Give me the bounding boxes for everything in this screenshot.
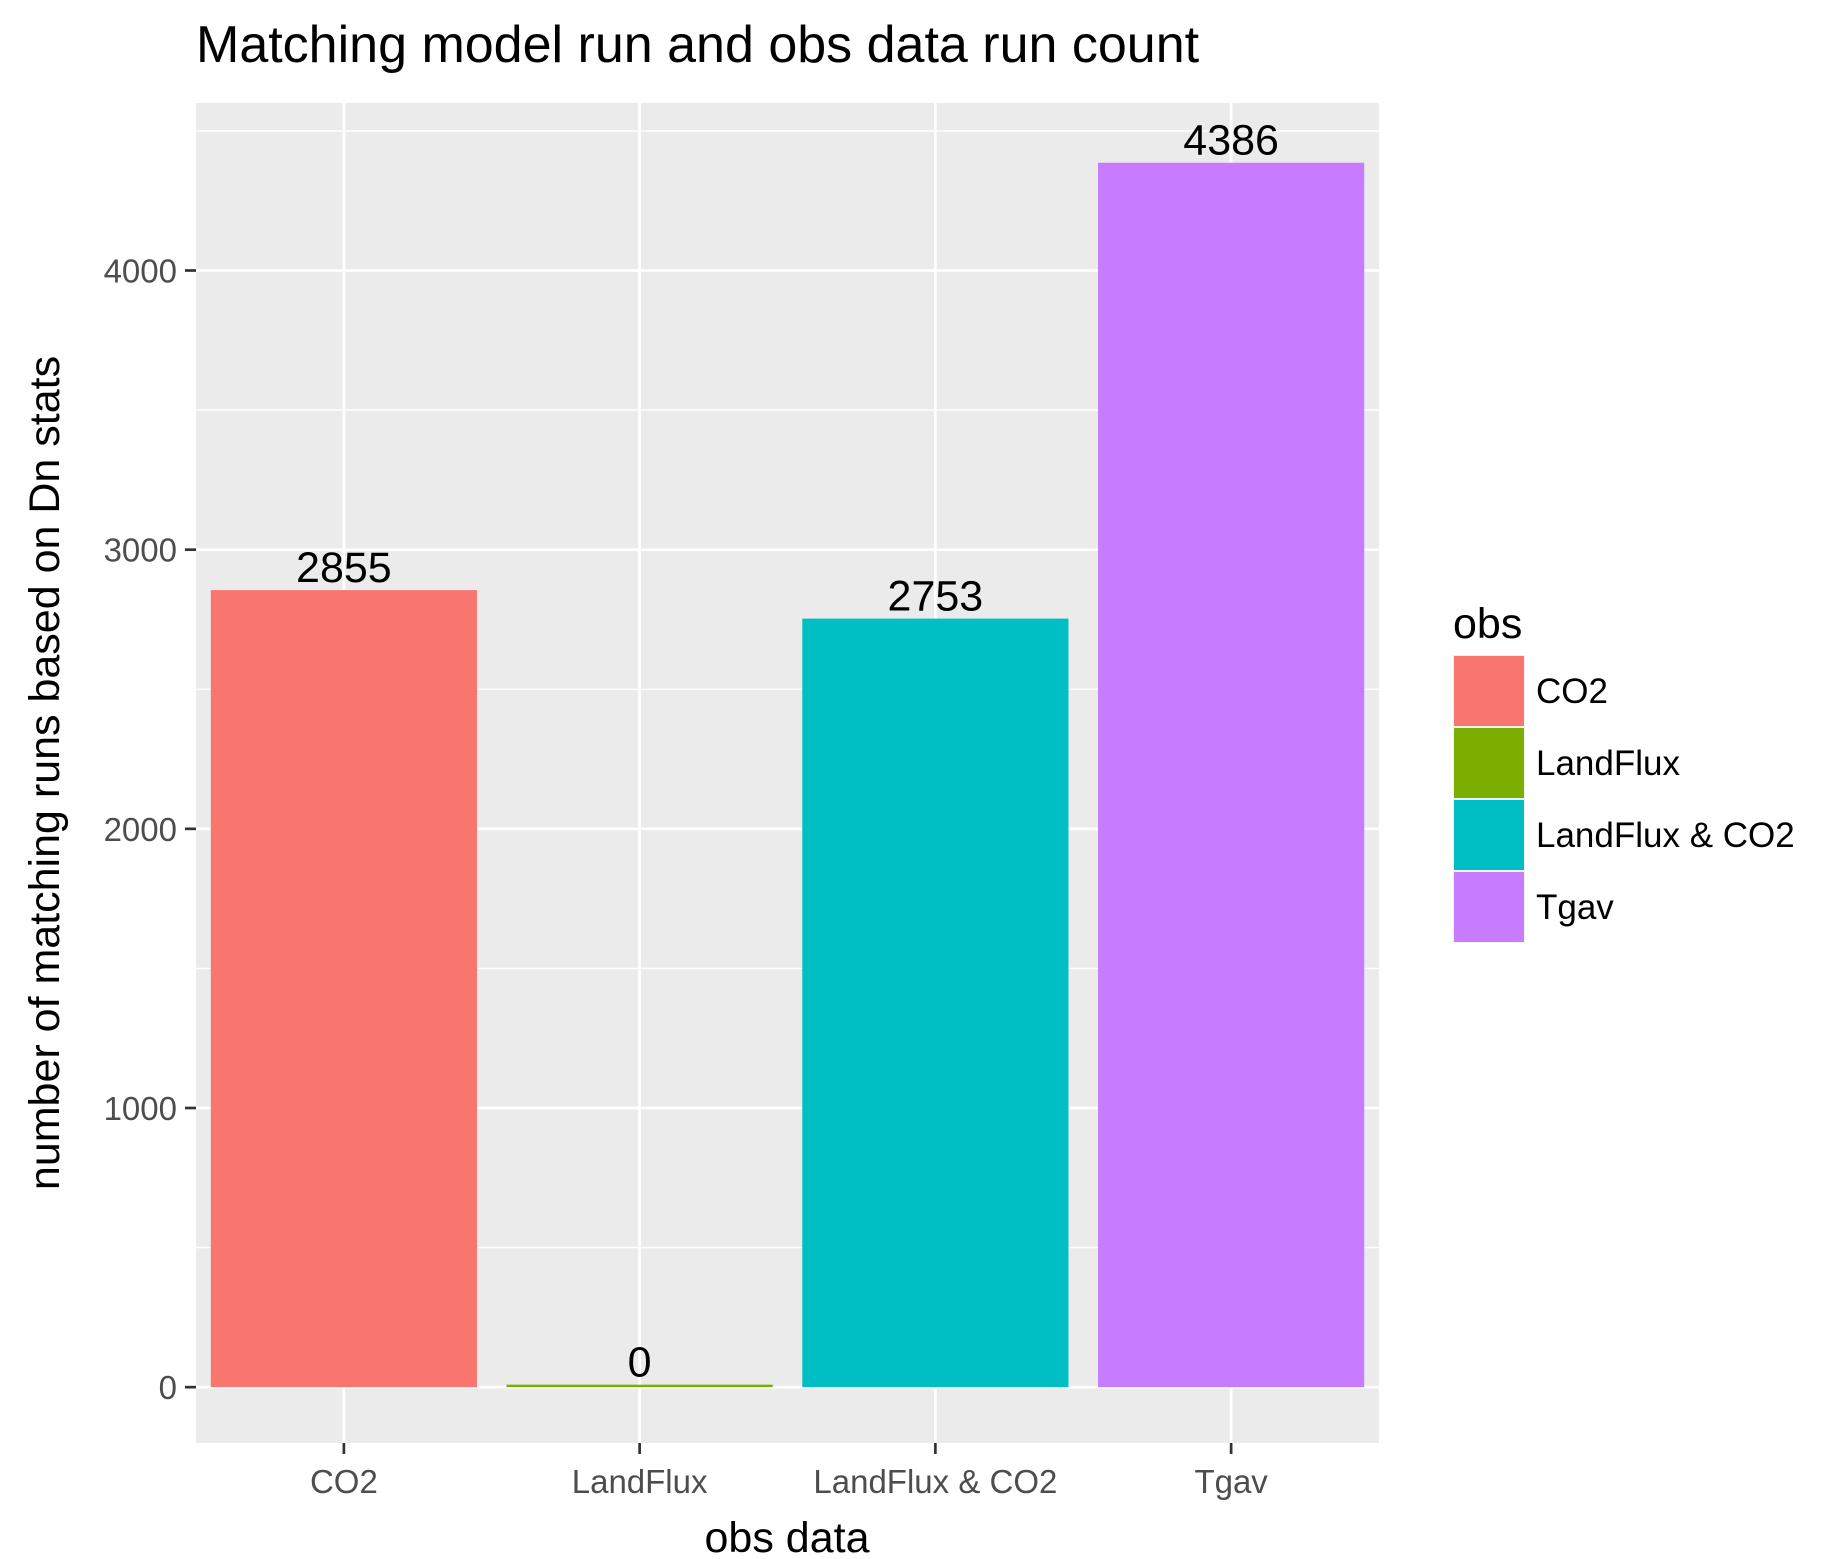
y-tick-label: 2000 [104, 811, 177, 848]
x-axis-title: obs data [705, 1514, 870, 1559]
bar [210, 590, 477, 1388]
y-tick-label: 0 [159, 1369, 177, 1406]
bars [210, 162, 1365, 1388]
legend: obs CO2 LandFlux LandFlux & CO2 Tgav [1453, 600, 1795, 943]
y-tick-label: 3000 [104, 532, 177, 569]
y-axis-title: number of matching runs based on Dn stat… [21, 356, 69, 1190]
legend-swatch [1454, 656, 1524, 726]
legend-label: LandFlux & CO2 [1536, 816, 1795, 855]
legend-entries: CO2 LandFlux LandFlux & CO2 Tgav [1453, 655, 1795, 943]
data-label: 2855 [296, 544, 392, 592]
chart-title: Matching model run and obs data run coun… [196, 16, 1200, 74]
x-tick-label: LandFlux & CO2 [813, 1463, 1057, 1500]
legend-swatch [1454, 728, 1524, 798]
bar [802, 618, 1069, 1388]
y-tick-label: 4000 [104, 253, 177, 290]
legend-title: obs [1453, 600, 1522, 648]
data-label: 0 [628, 1339, 652, 1387]
y-tick-label: 1000 [104, 1090, 177, 1127]
x-tick-label: CO2 [310, 1463, 378, 1500]
legend-label: LandFlux [1536, 744, 1680, 783]
y-axis: 0 1000 2000 3000 4000 [104, 253, 196, 1406]
legend-swatch [1454, 872, 1524, 942]
legend-swatch [1454, 800, 1524, 870]
legend-label: Tgav [1536, 888, 1614, 927]
bar [506, 1384, 773, 1388]
x-tick-label: Tgav [1194, 1463, 1268, 1500]
bar [1098, 162, 1365, 1388]
x-axis: CO2 LandFlux LandFlux & CO2 Tgav [310, 1443, 1268, 1500]
data-label: 4386 [1183, 117, 1279, 165]
data-label: 2753 [888, 573, 984, 621]
legend-label: CO2 [1536, 672, 1608, 711]
x-tick-label: LandFlux [572, 1463, 708, 1500]
data-labels: 2855 0 2753 4386 [296, 117, 1279, 1387]
